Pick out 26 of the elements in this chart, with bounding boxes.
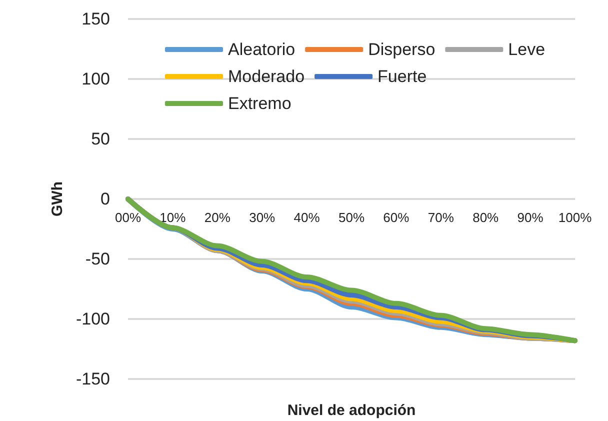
x-tick-label: 10% [160,210,186,225]
y-tick-label: 0 [100,190,110,208]
x-tick-label: 40% [294,210,320,225]
x-tick-label: 30% [249,210,276,225]
x-tick-label: 00% [114,210,142,225]
legend-label: Aleatorio [228,40,296,59]
y-tick-label: -150 [76,370,110,388]
x-tick-label: 20% [204,210,231,225]
x-axis-title: Nivel de adopción [287,402,416,419]
y-tick-label: -50 [85,250,110,268]
y-tick-label: -100 [76,310,110,328]
y-tick-label: 100 [82,70,110,88]
x-tick-label: 70% [428,210,454,225]
x-tick-label: 60% [383,210,410,225]
legend-label: Extremo [228,94,292,113]
x-tick-label: 100% [558,210,592,225]
legend-label: Disperso [368,40,436,59]
legend-label: Moderado [228,67,305,86]
legend-label: Leve [508,40,546,59]
x-tick-label: 50% [338,210,365,225]
y-axis-title: GWh [49,182,66,216]
legend-label: Fuerte [378,67,427,86]
y-tick-label: 50 [91,130,110,148]
x-tick-label: 80% [472,210,500,225]
x-tick-label: 90% [517,210,544,225]
y-tick-label: 150 [82,10,110,28]
